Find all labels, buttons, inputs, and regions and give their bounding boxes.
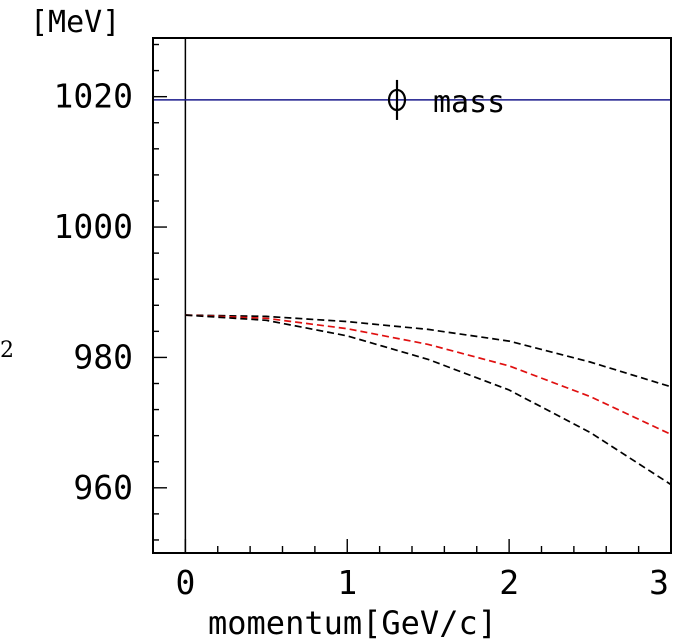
phi-marker (387, 79, 407, 120)
y-tick-label: 1020 (54, 77, 133, 116)
series-line-2 (185, 314, 672, 436)
axis-ticks (152, 43, 672, 553)
series-group (185, 314, 672, 486)
y-axis-label-fragment: 2 (0, 338, 14, 363)
plot-frame (152, 37, 672, 554)
annotation-mass: mass (433, 85, 505, 120)
x-tick-label: 2 (499, 563, 519, 602)
y-tick-label: 980 (73, 337, 133, 376)
x-tick-label: 3 (649, 563, 669, 602)
series-line-1 (185, 314, 672, 388)
y-tick-label: 960 (73, 468, 133, 507)
x-tick-label: 1 (337, 563, 357, 602)
x-tick-label: 0 (175, 563, 195, 602)
tick-labels: 960 980 1000 1020 0 1 2 3 (54, 77, 669, 602)
series-line-3 (185, 314, 672, 486)
y-axis-unit-label: [MeV] (30, 5, 120, 40)
x-axis-label: momentum[GeV/c] (208, 604, 497, 641)
y-tick-label: 1000 (54, 207, 133, 246)
